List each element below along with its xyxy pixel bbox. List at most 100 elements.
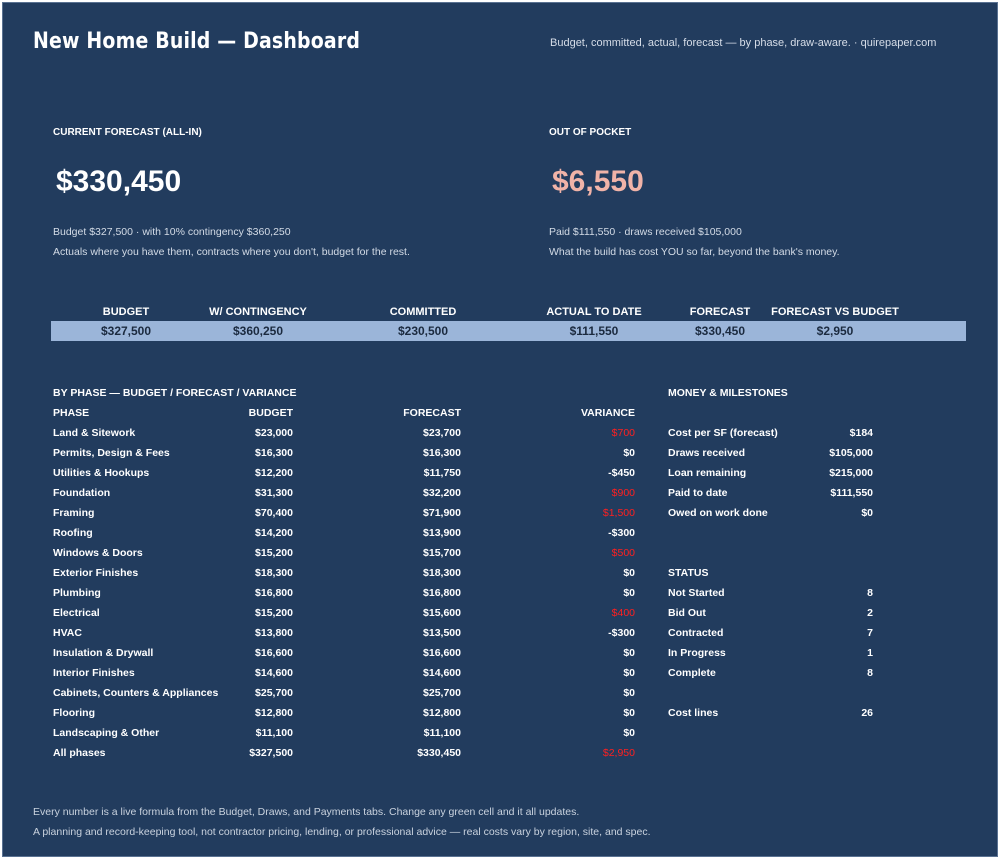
phase-variance: $0 [623,707,635,719]
summary-value: $111,550 [569,324,619,338]
summary-value: $327,500 [100,324,152,338]
phase-name: Landscaping & Other [53,727,160,739]
phase-variance: $900 [611,487,635,499]
summary-value: $360,250 [232,324,284,338]
phase-forecast: $16,800 [423,587,461,599]
phase-name: Land & Sitework [53,427,136,439]
phase-name: Framing [53,507,95,519]
money-label: Cost per SF (forecast) [668,427,778,439]
phase-variance: $0 [623,447,635,459]
phase-variance: $0 [623,667,635,679]
phase-budget: $327,500 [249,747,293,759]
forecast-kpi-value: $330,450 [56,165,182,198]
phase-budget: $15,200 [255,607,293,619]
phase-budget: $12,200 [255,467,293,479]
phase-name: HVAC [53,627,82,639]
footer-disclaimer: A planning and record-keeping tool, not … [33,826,651,838]
summary-label: BUDGET [102,306,150,318]
phase-variance: $0 [623,587,635,599]
phase-name: Flooring [53,707,95,719]
phase-forecast: $16,600 [423,647,461,659]
money-value: $215,000 [829,467,873,479]
phase-variance: $700 [611,427,635,439]
phase-variance: $500 [611,547,635,559]
summary-label: ACTUAL TO DATE [546,306,642,318]
phase-name: Electrical [53,607,100,619]
phase-variance: -$450 [608,467,635,479]
phase-section-title: BY PHASE — BUDGET / FORECAST / VARIANCE [53,387,297,399]
summary-label: COMMITTED [389,306,457,318]
phase-budget: $31,300 [255,487,293,499]
status-label: Contracted [668,627,724,639]
phase-forecast: $15,600 [423,607,461,619]
phase-forecast: $16,300 [423,447,461,459]
money-value: $0 [861,507,873,519]
money-value: $184 [849,427,873,439]
money-value: $111,550 [830,487,873,499]
phase-name: Roofing [53,527,93,539]
forecast-kpi-label: CURRENT FORECAST (ALL-IN) [53,127,202,138]
phase-name: Windows & Doors [53,547,143,559]
pocket-kpi-caption: What the build has cost YOU so far, beyo… [549,246,840,258]
cost-lines-value: 26 [861,707,873,719]
money-label: Paid to date [668,487,728,499]
phase-forecast: $14,600 [423,667,461,679]
budget-column-header: BUDGET [248,407,293,419]
status-section-title: STATUS [668,567,709,579]
phase-forecast: $25,700 [423,687,461,699]
page-subtitle: Budget, committed, actual, forecast — by… [550,37,937,49]
phase-forecast: $23,700 [423,427,461,439]
phase-forecast: $11,750 [423,467,461,479]
phase-variance: $1,500 [602,507,635,519]
phase-name: Cabinets, Counters & Appliances [53,687,219,699]
cost-lines-label: Cost lines [668,707,719,719]
status-count: 1 [867,647,873,659]
phase-variance: $400 [611,607,635,619]
status-count: 8 [867,667,873,679]
money-label: Draws received [668,447,746,459]
status-label: Bid Out [668,607,706,619]
phase-forecast: $71,900 [423,507,461,519]
summary-label: W/ CONTINGENCY [209,306,307,318]
phase-name: Permits, Design & Fees [53,447,170,459]
phase-name: Foundation [53,487,111,499]
money-label: Owed on work done [668,507,768,519]
phase-name: Insulation & Drywall [53,647,154,659]
phase-forecast: $13,900 [423,527,461,539]
phase-name: Plumbing [53,587,101,599]
phase-forecast: $18,300 [423,567,461,579]
summary-label: FORECAST VS BUDGET [771,306,899,318]
phase-forecast: $12,800 [423,707,461,719]
pocket-kpi-label: OUT OF POCKET [549,127,632,138]
phase-budget: $14,600 [255,667,293,679]
phase-name: Interior Finishes [53,667,135,679]
status-label: Not Started [668,587,725,599]
phase-variance: -$300 [608,627,635,639]
pocket-kpi-note: Paid $111,550 · draws received $105,000 [549,226,742,238]
phase-budget: $15,200 [255,547,293,559]
phase-forecast: $32,200 [423,487,461,499]
phase-name: All phases [53,747,106,759]
forecast-kpi-caption: Actuals where you have them, contracts w… [53,246,410,258]
forecast-kpi-note: Budget $327,500 · with 10% contingency $… [53,226,291,238]
phase-name: Exterior Finishes [53,567,139,579]
phase-variance: $0 [623,647,635,659]
money-section-title: MONEY & MILESTONES [668,387,788,399]
phase-name: Utilities & Hookups [53,467,150,479]
summary-label: FORECAST [689,306,751,318]
phase-column-header: PHASE [53,407,90,419]
variance-column-header: VARIANCE [580,407,635,419]
status-count: 2 [867,607,873,619]
phase-variance: $0 [623,567,635,579]
page-title: New Home Build — Dashboard [33,29,361,54]
status-count: 7 [867,627,873,639]
phase-budget: $14,200 [255,527,293,539]
phase-budget: $13,800 [255,627,293,639]
phase-budget: $25,700 [255,687,293,699]
status-label: In Progress [668,647,726,659]
phase-budget: $70,400 [255,507,293,519]
phase-forecast: $11,100 [423,727,461,739]
forecast-column-header: FORECAST [403,407,461,419]
phase-budget: $23,000 [255,427,293,439]
